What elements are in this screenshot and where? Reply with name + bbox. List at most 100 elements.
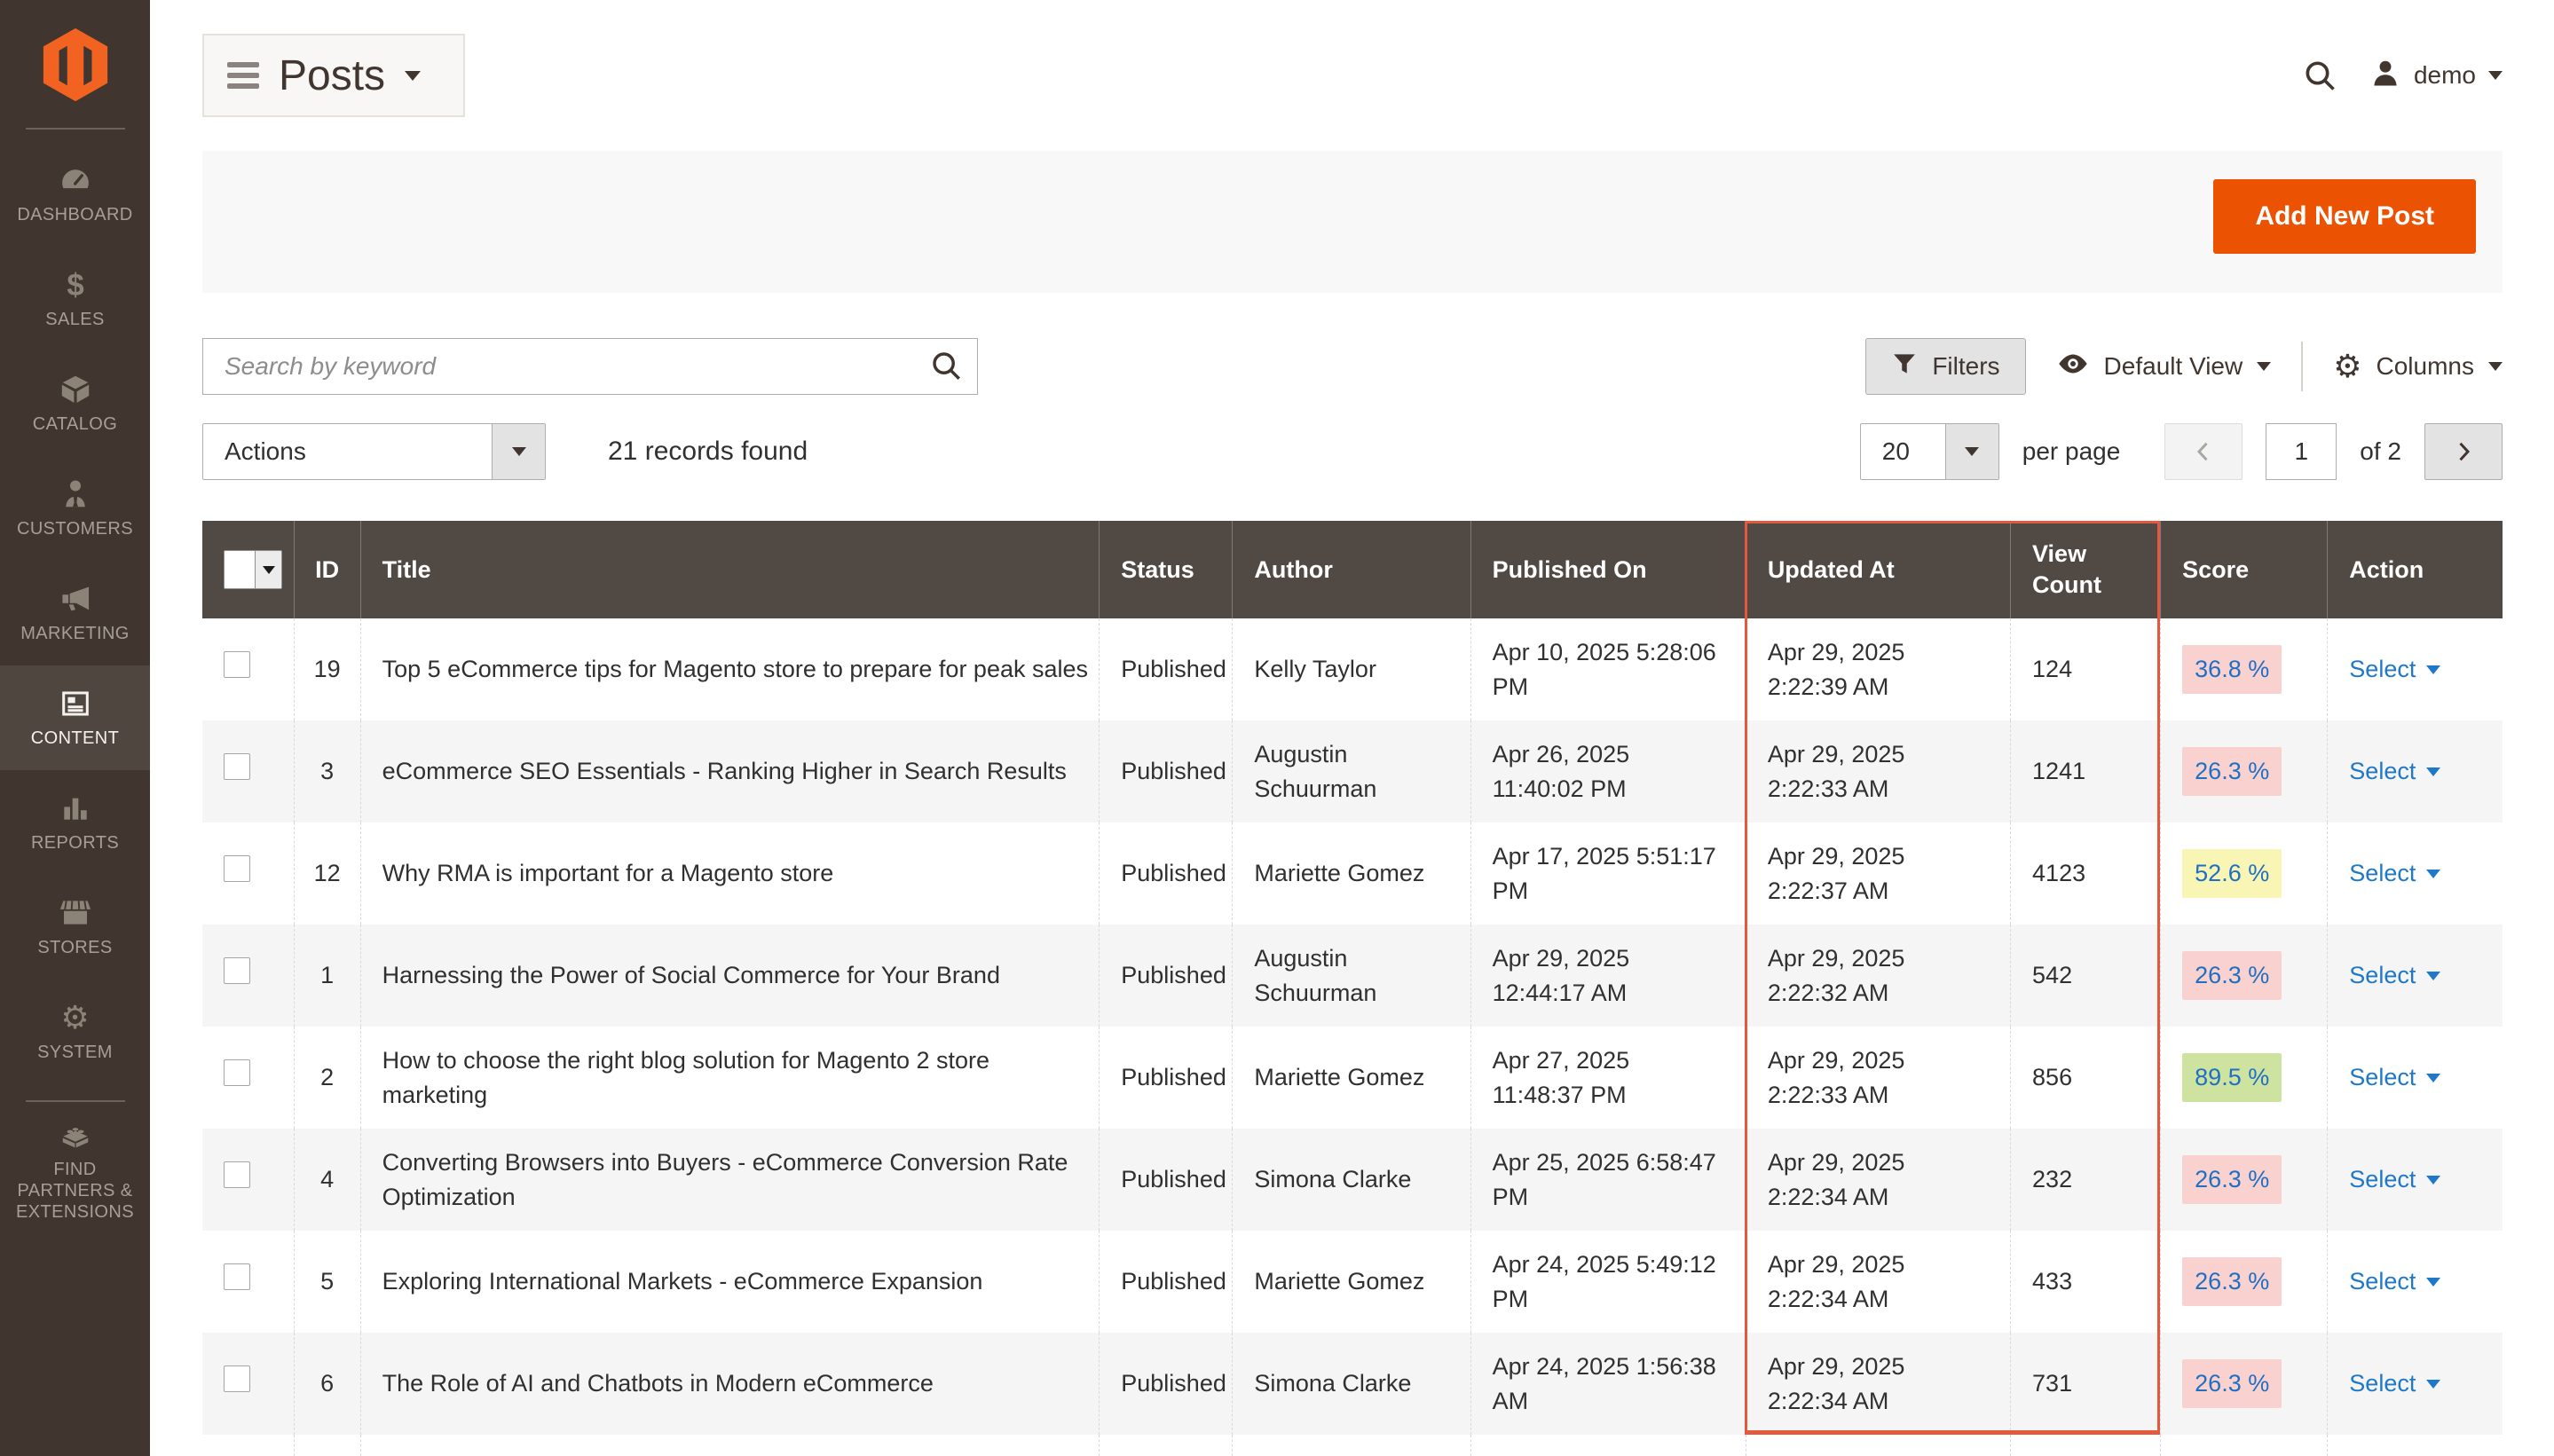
column-header-author[interactable]: Author	[1232, 521, 1471, 619]
search-submit-button[interactable]	[928, 349, 964, 384]
row-select-button[interactable]: Select	[2349, 1366, 2441, 1401]
keyword-search-input[interactable]	[202, 338, 978, 395]
chevron-down-icon	[2426, 1379, 2441, 1389]
score-badge: 26.3 %	[2182, 951, 2282, 1001]
table-row: 12 Why RMA is important for a Magento sto…	[202, 822, 2503, 925]
page-title-dropdown[interactable]: Posts	[202, 34, 465, 117]
sidebar-item-sales[interactable]: $ SALES	[0, 247, 150, 351]
select-all-dropdown[interactable]	[255, 551, 281, 589]
row-checkbox[interactable]	[224, 1263, 250, 1291]
cell-empty	[1470, 1435, 1746, 1456]
row-checkbox[interactable]	[224, 957, 250, 985]
score-badge: 36.8 %	[2182, 645, 2282, 695]
current-page-input[interactable]	[2266, 423, 2337, 480]
column-header-id[interactable]: ID	[294, 521, 361, 619]
cell-view-count: 433	[2010, 1231, 2162, 1334]
filters-button[interactable]: Filters	[1865, 338, 2026, 395]
actions-dropdown-value: Actions	[225, 437, 306, 465]
select-label: Select	[2349, 758, 2416, 785]
per-page-value: 20	[1881, 437, 1910, 465]
cell-author: Augustin Schuurman	[1232, 720, 1471, 823]
chevron-down-icon	[1944, 424, 1998, 479]
row-checkbox[interactable]	[224, 1059, 250, 1087]
cell-view-count: 856	[2010, 1027, 2162, 1129]
header-actions: demo	[2302, 58, 2503, 94]
cell-updated-at: Apr 29, 2025 2:22:37 AM	[1746, 822, 2012, 925]
select-all-checkbox[interactable]	[225, 551, 255, 589]
sidebar-item-label: CATALOG	[32, 414, 118, 434]
sidebar-item-customers[interactable]: CUSTOMERS	[0, 456, 150, 561]
row-checkbox[interactable]	[224, 753, 250, 781]
row-select-button[interactable]: Select	[2349, 958, 2441, 993]
row-select-button[interactable]: Select	[2349, 652, 2441, 687]
cell-author: Mariette Gomez	[1232, 1027, 1471, 1129]
column-header-status[interactable]: Status	[1099, 521, 1234, 619]
search-icon[interactable]	[2302, 58, 2337, 93]
chevron-down-icon	[405, 70, 422, 81]
sidebar-item-catalog[interactable]: CATALOG	[0, 351, 150, 456]
select-label: Select	[2349, 656, 2416, 683]
column-header-published-on[interactable]: Published On	[1470, 521, 1746, 619]
cell-title: How to choose the right blog solution fo…	[360, 1027, 1100, 1129]
per-page-dropdown[interactable]: 20	[1859, 423, 1999, 480]
cell-view-count: 1241	[2010, 720, 2162, 823]
magento-logo[interactable]	[0, 0, 150, 103]
content-icon	[59, 687, 92, 720]
cell-status: Published	[1099, 925, 1234, 1027]
score-badge: 26.3 %	[2182, 1257, 2282, 1307]
view-selector[interactable]: Default View	[2056, 347, 2272, 387]
cell-published-on: Apr 24, 2025 5:49:12 PM	[1470, 1231, 1746, 1334]
gear-icon: ⚙	[2333, 348, 2362, 384]
sidebar-item-label: FIND PARTNERS & EXTENSIONS	[16, 1160, 134, 1222]
column-header-title[interactable]: Title	[360, 521, 1100, 619]
chevron-down-icon	[2488, 71, 2503, 80]
column-header-action[interactable]: Action	[2327, 521, 2503, 619]
sidebar-item-label: STORES	[37, 938, 113, 957]
sidebar-item-label: DASHBOARD	[17, 205, 133, 224]
select-label: Select	[2349, 1370, 2416, 1397]
user-menu[interactable]: demo	[2369, 58, 2503, 94]
row-select-button[interactable]: Select	[2349, 1264, 2441, 1299]
dashboard-icon	[59, 163, 92, 197]
page-title: Posts	[279, 51, 386, 99]
next-page-button[interactable]	[2424, 423, 2503, 480]
chevron-down-icon	[2426, 869, 2441, 878]
select-label: Select	[2349, 1166, 2416, 1193]
sidebar-item-content[interactable]: CONTENT	[0, 665, 150, 770]
stores-icon	[59, 896, 92, 930]
row-select-button[interactable]: Select	[2349, 1060, 2441, 1095]
row-select-button[interactable]: Select	[2349, 1162, 2441, 1197]
cell-score: 26.3 %	[2160, 1129, 2329, 1232]
page-actions-band: Add New Post	[202, 151, 2503, 293]
grid-controls-row: Filters Default View ⚙ Columns	[202, 338, 2503, 395]
user-name: demo	[2413, 61, 2476, 89]
column-header-view-count[interactable]: View Count	[2010, 521, 2162, 619]
previous-page-button[interactable]	[2164, 423, 2243, 480]
cell-updated-at: Apr 29, 2025 2:22:34 AM	[1746, 1333, 2012, 1436]
columns-selector[interactable]: ⚙ Columns	[2333, 350, 2503, 382]
row-checkbox[interactable]	[224, 651, 250, 679]
sidebar-item-stores[interactable]: STORES	[0, 875, 150, 980]
sidebar-item-marketing[interactable]: MARKETING	[0, 561, 150, 665]
cell-id: 2	[294, 1027, 361, 1129]
sidebar-item-reports[interactable]: REPORTS	[0, 770, 150, 875]
cell-empty	[1099, 1435, 1234, 1456]
actions-dropdown[interactable]: Actions	[202, 423, 546, 480]
filters-label: Filters	[1932, 352, 2000, 380]
row-checkbox[interactable]	[224, 855, 250, 883]
sidebar-divider	[25, 128, 125, 130]
column-header-updated-at[interactable]: Updated At	[1746, 521, 2012, 619]
row-select-button[interactable]: Select	[2349, 856, 2441, 891]
row-checkbox[interactable]	[224, 1161, 250, 1189]
row-select-button[interactable]: Select	[2349, 754, 2441, 789]
sidebar-item-find-partners-extensions[interactable]: FIND PARTNERS & EXTENSIONS	[0, 1118, 150, 1223]
sidebar-item-dashboard[interactable]: DASHBOARD	[0, 142, 150, 247]
sidebar-item-system[interactable]: ⚙ SYSTEM	[0, 980, 150, 1084]
sidebar-item-label: MARKETING	[20, 624, 130, 643]
add-new-post-button[interactable]: Add New Post	[2213, 179, 2476, 254]
cell-action: Select	[2328, 1231, 2503, 1333]
row-checkbox[interactable]	[224, 1365, 250, 1393]
score-badge: 26.3 %	[2182, 1359, 2282, 1409]
column-header-score[interactable]: Score	[2160, 521, 2329, 619]
chevron-down-icon	[2426, 665, 2441, 674]
